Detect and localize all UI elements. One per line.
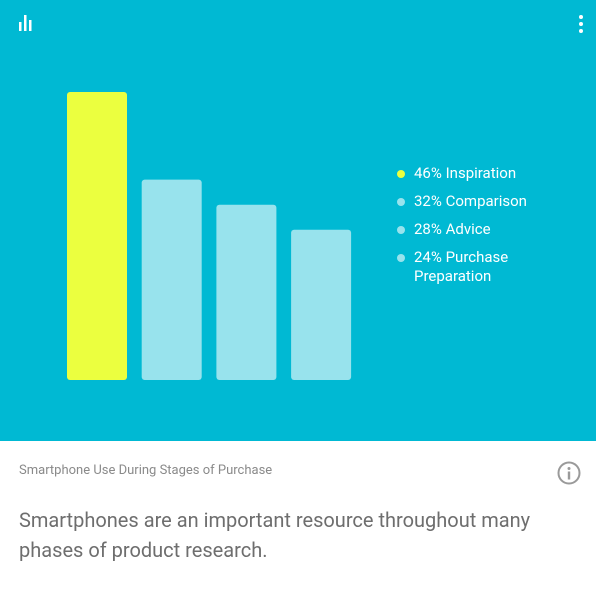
bar xyxy=(216,204,277,380)
legend-label: Purchase Preparation xyxy=(414,248,509,285)
chart-title: Smartphone Use During Stages of Purchase xyxy=(19,463,273,478)
legend-item: 28% Advice xyxy=(397,220,549,239)
value-label: 24% xyxy=(414,248,442,266)
legend-dot xyxy=(397,226,405,234)
value-label: 28% xyxy=(414,220,442,238)
menu-icon[interactable] xyxy=(579,15,583,33)
legend-label: Comparison xyxy=(445,192,527,210)
legend-dot xyxy=(397,254,405,262)
bar xyxy=(141,179,202,380)
legend: 46% Inspiration 32% Comparison 28% Advice 2… xyxy=(397,164,549,295)
legend-item: 24% Purchase Preparation xyxy=(397,248,549,286)
chart-icon[interactable] xyxy=(19,15,32,31)
chart-panel: 46% Inspiration 32% Comparison 28% Advice 2… xyxy=(0,0,596,441)
legend-dot xyxy=(397,198,405,206)
chart xyxy=(19,15,583,380)
info-icon[interactable] xyxy=(556,460,582,486)
value-label: 32% xyxy=(414,192,442,210)
legend-item: 46% Inspiration xyxy=(397,164,549,183)
legend-item: 32% Comparison xyxy=(397,192,549,211)
legend-label: Advice xyxy=(445,220,491,238)
bar xyxy=(291,229,352,380)
description: Smartphones are an important resource th… xyxy=(19,508,531,562)
legend-label: Inspiration xyxy=(445,164,517,182)
bar xyxy=(67,92,127,380)
legend-dot xyxy=(397,170,405,178)
value-label: 46% xyxy=(414,164,442,182)
